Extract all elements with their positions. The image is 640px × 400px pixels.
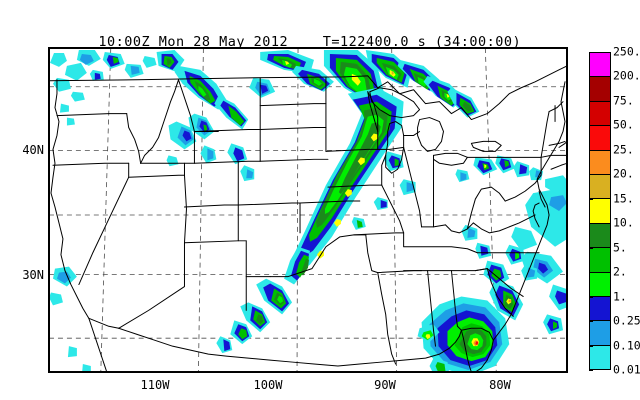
colorbar-swatch-12 <box>590 345 610 370</box>
y-axis-label-40n: 40N <box>22 143 44 157</box>
colorbar-swatch-6 <box>590 199 610 224</box>
colorbar-tickmark-9 <box>589 272 593 274</box>
precipitation-field <box>49 49 567 372</box>
colorbar-tickmark-0 <box>589 52 593 53</box>
colorbar-tick-50p: 50. <box>613 117 634 132</box>
colorbar-tickmark-6 <box>589 198 593 200</box>
colorbar-tick-0p25: 0.25 <box>613 313 640 328</box>
precip-mid-atlantic-offshore <box>511 175 567 335</box>
precip-southwest-coast <box>49 266 91 372</box>
page-title: 10:00Z Mon 28 May 2012 T=122400.0 s (34:… <box>0 18 585 66</box>
colorbar-tick-2p: 2. <box>613 264 627 279</box>
colorbar-tick-200p: 200. <box>613 68 640 83</box>
x-axis-label-100w: 100W <box>253 378 283 392</box>
colorbar-tickmark-1 <box>589 76 593 78</box>
colorbar-tick-labels: 250. 200. 75. 50. 25. 20. 15. 10. 5. 2. 1. 0.25 0.10… <box>589 46 640 375</box>
colorbar-swatch-5 <box>590 174 610 200</box>
map-plot-area <box>48 47 568 373</box>
colorbar-swatch-0 <box>590 53 610 78</box>
colorbar-tick-20p: 20. <box>613 166 634 181</box>
colorbar-tickmark-13 <box>589 370 593 371</box>
colorbar-tick-0p10: 0.10 <box>613 337 640 352</box>
precip-ohio-valley <box>455 155 544 183</box>
colorbar-tickmark-8 <box>589 247 593 249</box>
colorbar-tickmark-11 <box>589 321 593 323</box>
colorbar-swatch-11 <box>590 321 610 346</box>
colorbar-tick-250p: 250. <box>613 44 640 59</box>
colorbar-tick-10p: 10. <box>613 215 634 230</box>
colorbar-tickmark-4 <box>589 149 593 151</box>
colorbar-tick-1p: 1. <box>613 288 627 303</box>
colorbar-swatch-3 <box>590 126 610 151</box>
y-axis-label-30n: 30N <box>22 268 44 282</box>
x-axis-label-110w: 110W <box>140 378 170 392</box>
colorbar-tick-0p01: 0.01 <box>613 362 640 377</box>
colorbar-swatch-4 <box>590 150 610 175</box>
colorbar-swatch-9 <box>590 272 610 297</box>
colorbar-swatch-10 <box>590 296 610 322</box>
precip-southern-plains <box>216 278 293 354</box>
precip-pacific-northwest <box>49 49 157 126</box>
map-frame-border <box>49 48 567 372</box>
precip-northern-plains <box>249 49 334 98</box>
colorbar-tickmark-7 <box>589 223 593 225</box>
map-boundaries <box>49 65 567 372</box>
colorbar-tick-25p: 25. <box>613 142 634 157</box>
colorbar-tickmark-2 <box>589 100 593 102</box>
x-axis-label-90w: 90W <box>374 378 396 392</box>
colorbar-tickmark-3 <box>589 125 593 127</box>
colorbar-swatch-7 <box>590 223 610 249</box>
colorbar-tickmark-12 <box>589 345 593 347</box>
colorbar-tick-15p: 15. <box>613 191 634 206</box>
colorbar <box>589 52 611 370</box>
colorbar-tick-5p: 5. <box>613 239 627 254</box>
colorbar-swatch-1 <box>590 77 610 102</box>
colorbar-swatch-8 <box>590 248 610 273</box>
x-axis-label-80w: 80W <box>489 378 511 392</box>
colorbar-tickmark-5 <box>589 174 593 176</box>
precipitation-map-canvas <box>49 48 567 372</box>
colorbar-swatch-2 <box>590 101 610 127</box>
colorbar-tick-75p: 75. <box>613 93 634 108</box>
colorbar-tickmark-10 <box>589 296 593 298</box>
precip-main-squall-line <box>284 87 416 285</box>
precip-tropical-storm-beryl <box>417 224 538 372</box>
title-text: 10:00Z Mon 28 May 2012 T=122400.0 s (34:… <box>98 34 522 50</box>
